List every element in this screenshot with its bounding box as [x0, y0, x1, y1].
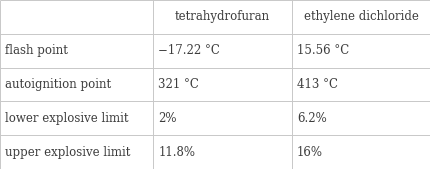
- Text: 6.2%: 6.2%: [296, 112, 326, 125]
- Text: 321 °C: 321 °C: [158, 78, 199, 91]
- Text: −17.22 °C: −17.22 °C: [158, 44, 220, 57]
- Text: 16%: 16%: [296, 146, 322, 159]
- Text: flash point: flash point: [5, 44, 68, 57]
- Text: 413 °C: 413 °C: [296, 78, 337, 91]
- Text: autoignition point: autoignition point: [5, 78, 111, 91]
- Text: 15.56 °C: 15.56 °C: [296, 44, 348, 57]
- Text: lower explosive limit: lower explosive limit: [5, 112, 129, 125]
- Text: tetrahydrofuran: tetrahydrofuran: [175, 10, 269, 23]
- Text: upper explosive limit: upper explosive limit: [5, 146, 130, 159]
- Text: 11.8%: 11.8%: [158, 146, 195, 159]
- Text: 2%: 2%: [158, 112, 176, 125]
- Text: ethylene dichloride: ethylene dichloride: [303, 10, 418, 23]
